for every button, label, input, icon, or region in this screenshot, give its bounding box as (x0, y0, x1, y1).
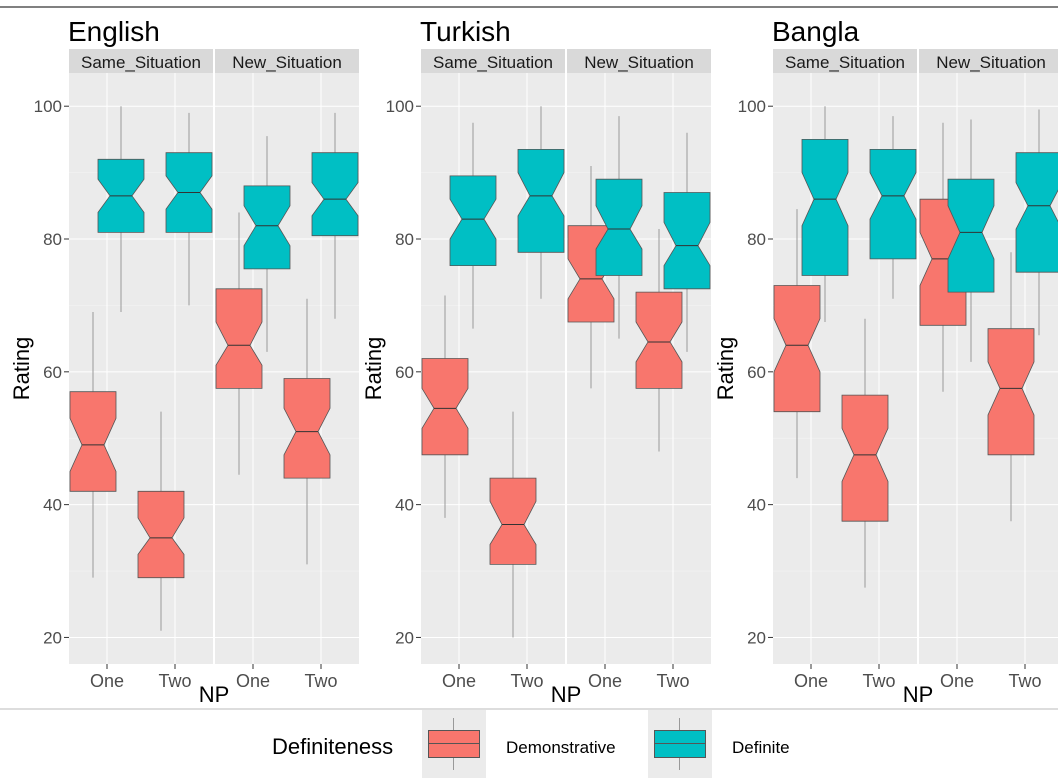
box-bangla-new-situation-two-definite (1015, 152, 1058, 273)
legend-key-demonstrative (422, 710, 486, 778)
x-tick-label-english-0-1: Two (158, 671, 191, 691)
x-axis-label-bangla: NP (903, 682, 934, 707)
x-tick-label-bangla-0-0: One (794, 671, 828, 691)
box-bangla-new-situation-two-demonstrative (987, 328, 1035, 456)
facet-strip-turkish-1 (567, 49, 711, 73)
y-tick-label-turkish-60: 60 (395, 363, 414, 382)
facet-strip-turkish-0 (421, 49, 565, 73)
facet-label-bangla-0: Same_Situation (785, 53, 905, 72)
y-tick-label-turkish-80: 80 (395, 230, 414, 249)
y-tick-label-english-20: 20 (43, 628, 62, 647)
x-tick-label-english-0-0: One (90, 671, 124, 691)
legend-swatch-definite (654, 730, 706, 758)
y-tick-label-bangla-20: 20 (747, 628, 766, 647)
legend-key-definite (648, 710, 712, 778)
facet-label-turkish-0: Same_Situation (433, 53, 553, 72)
y-tick-label-turkish-20: 20 (395, 628, 414, 647)
y-tick-label-english-40: 40 (43, 496, 62, 515)
y-axis-label-turkish: Rating (361, 337, 386, 401)
x-tick-label-bangla-0-1: Two (862, 671, 895, 691)
facet-strip-bangla-1 (919, 49, 1058, 73)
y-tick-label-bangla-60: 60 (747, 363, 766, 382)
facet-strip-english-0 (69, 49, 213, 73)
box-bangla-same-situation-two-definite (869, 148, 917, 260)
box-turkish-new-situation-two-definite (663, 192, 711, 290)
y-tick-label-turkish-40: 40 (395, 496, 414, 515)
box-english-new-situation-two-definite (311, 152, 359, 237)
legend: Definiteness Demonstrative Definite (268, 710, 808, 780)
x-tick-label-bangla-1-1: Two (1008, 671, 1041, 691)
facet-label-turkish-1: New_Situation (584, 53, 694, 72)
x-tick-label-turkish-1-1: Two (656, 671, 689, 691)
y-tick-label-bangla-100: 100 (738, 97, 766, 116)
x-axis-label-english: NP (199, 682, 230, 707)
box-turkish-new-situation-two-demonstrative (635, 291, 683, 389)
facet-label-english-0: Same_Situation (81, 53, 201, 72)
box-turkish-same-situation-one-demonstrative (421, 358, 469, 456)
box-turkish-new-situation-one-definite (595, 178, 643, 276)
y-tick-label-bangla-80: 80 (747, 230, 766, 249)
box-english-same-situation-two-demonstrative (137, 490, 185, 579)
legend-swatch-demonstrative (428, 730, 480, 758)
x-tick-label-english-1-1: Two (304, 671, 337, 691)
facet-label-english-1: New_Situation (232, 53, 342, 72)
box-bangla-same-situation-one-demonstrative (773, 285, 821, 413)
facet-label-bangla-1: New_Situation (936, 53, 1046, 72)
x-tick-label-turkish-1-0: One (588, 671, 622, 691)
y-tick-label-english-60: 60 (43, 363, 62, 382)
box-english-new-situation-one-demonstrative (215, 288, 263, 389)
box-turkish-same-situation-one-definite (449, 175, 497, 267)
box-english-new-situation-two-demonstrative (283, 378, 331, 479)
y-tick-label-english-80: 80 (43, 230, 62, 249)
legend-title: Definiteness (272, 734, 394, 759)
y-tick-label-turkish-100: 100 (386, 97, 414, 116)
box-turkish-same-situation-two-definite (517, 148, 565, 253)
box-english-new-situation-one-definite (243, 185, 291, 270)
box-english-same-situation-one-demonstrative (69, 391, 117, 492)
box-turkish-same-situation-two-demonstrative (489, 477, 537, 565)
legend-label-demonstrative: Demonstrative (506, 738, 616, 757)
box-bangla-new-situation-one-definite (947, 178, 995, 293)
y-tick-label-bangla-40: 40 (747, 496, 766, 515)
facet-strip-english-1 (215, 49, 359, 73)
x-tick-label-english-1-0: One (236, 671, 270, 691)
box-bangla-same-situation-one-definite (801, 138, 849, 276)
facet-strip-bangla-0 (773, 49, 917, 73)
x-tick-label-turkish-0-0: One (442, 671, 476, 691)
x-tick-label-bangla-1-0: One (940, 671, 974, 691)
box-bangla-same-situation-two-demonstrative (841, 394, 889, 522)
y-axis-label-english: Rating (9, 337, 34, 401)
x-axis-label-turkish: NP (551, 682, 582, 707)
panel-title-turkish: Turkish (420, 16, 511, 47)
x-tick-label-turkish-0-1: Two (510, 671, 543, 691)
y-axis-label-bangla: Rating (713, 337, 738, 401)
legend-label-definite: Definite (732, 738, 790, 757)
panel-title-english: English (68, 16, 160, 47)
y-tick-label-english-100: 100 (34, 97, 62, 116)
panel-title-bangla: Bangla (772, 16, 860, 47)
